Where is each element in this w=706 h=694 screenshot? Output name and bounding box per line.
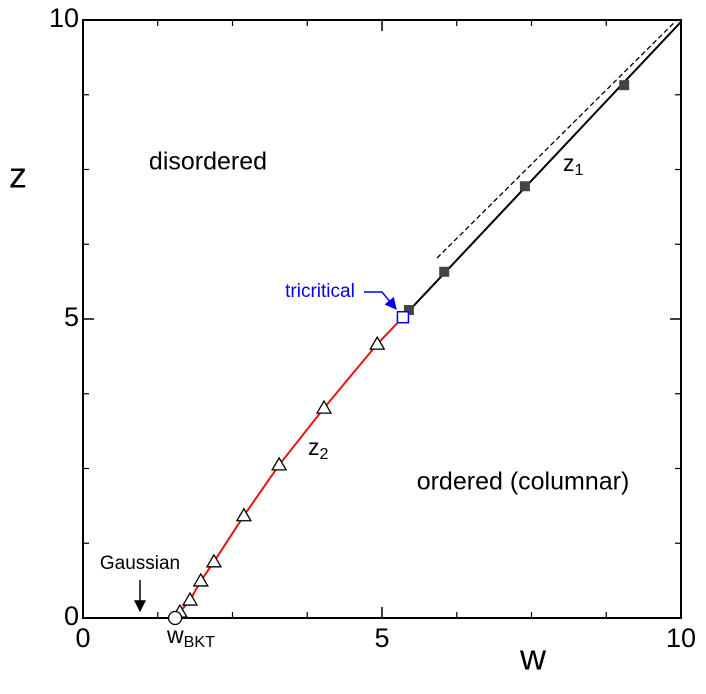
- tricritical-label: tricritical: [285, 281, 355, 302]
- triangle-marker: [192, 572, 209, 587]
- bkt-marker: [167, 610, 183, 626]
- triangle-marker: [181, 591, 199, 606]
- disordered-label: disordered: [149, 148, 267, 176]
- plot-frame: [82, 19, 682, 619]
- z2-label-sub: 2: [320, 445, 329, 463]
- z2-label-main: z: [308, 434, 320, 460]
- z1-label-sub: 1: [575, 161, 584, 179]
- series-line: [436, 19, 678, 259]
- x-axis-label: w: [519, 637, 547, 678]
- square-marker: [439, 266, 450, 277]
- wbkt-label-main: w: [166, 622, 184, 648]
- y-tick-label: 10: [49, 3, 79, 33]
- x-tick-label: 10: [666, 623, 696, 653]
- triangle-marker: [369, 335, 386, 350]
- square-marker: [619, 80, 630, 91]
- tricritical-arrow: [364, 291, 397, 310]
- triangle-marker: [271, 456, 288, 471]
- wbkt-label: wBKT: [166, 622, 215, 651]
- gaussian-label: Gaussian: [100, 553, 180, 574]
- z2-label: z2: [308, 434, 329, 463]
- triangle-marker: [235, 507, 252, 522]
- ordered-label: ordered (columnar): [417, 468, 630, 496]
- y-axis-label: z: [9, 155, 27, 196]
- triangle-marker: [205, 553, 223, 568]
- triangle-marker: [315, 399, 333, 414]
- tricritical-marker: [396, 310, 410, 324]
- x-tick-label: 5: [374, 623, 389, 653]
- square-marker: [403, 305, 414, 316]
- z1-label-main: z: [563, 150, 575, 176]
- series-line: [402, 21, 682, 318]
- y-tick-label: 0: [64, 601, 79, 631]
- x-tick-label: 0: [75, 623, 90, 653]
- wbkt-label-sub: BKT: [184, 633, 215, 651]
- series-line: [174, 316, 404, 619]
- square-marker: [519, 181, 530, 192]
- y-tick-label: 5: [64, 302, 79, 332]
- z1-label: z1: [563, 150, 584, 179]
